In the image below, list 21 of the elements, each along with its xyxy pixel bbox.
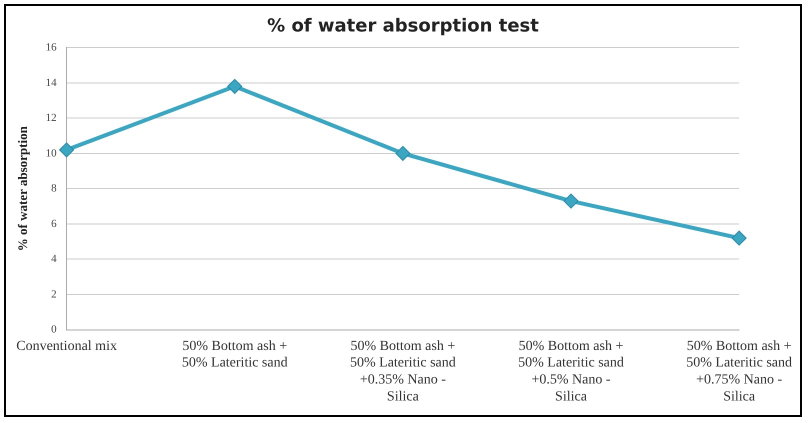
point [227,78,242,94]
y-tick-label: 6 [51,218,58,230]
y-axis-title: % of water absorption [15,125,30,252]
y-tick-label: 12 [46,112,57,124]
y-tick-label: 14 [46,76,58,89]
chart-title: % of water absorption test [267,15,540,36]
y-tick-label: 10 [46,147,58,160]
point [564,194,578,209]
y-tick-label: 0 [51,324,58,336]
x-tick-label: 50% Bottom ash + 50% Lateritic sand +0.35% Nano - Silica [350,338,456,404]
y-tick-label: 4 [51,253,58,266]
x-tick-label: 50% Bottom ash + 50% Lateritic sand +0.75% Nano - Silica [686,338,792,404]
y-tick-label: 16 [46,41,58,54]
x-tick-label: Conventional mix [16,338,117,354]
x-tick-label: 50% Bottom ash + 50% Lateritic sand [182,338,288,371]
y-tick-label: 2 [51,288,57,300]
y-tick-label: 8 [51,182,58,195]
point [395,146,410,161]
point [732,230,747,246]
point [59,142,74,158]
x-tick-label: 50% Bottom ash + 50% Lateritic sand +0.5% Nano - Silica [518,338,624,404]
